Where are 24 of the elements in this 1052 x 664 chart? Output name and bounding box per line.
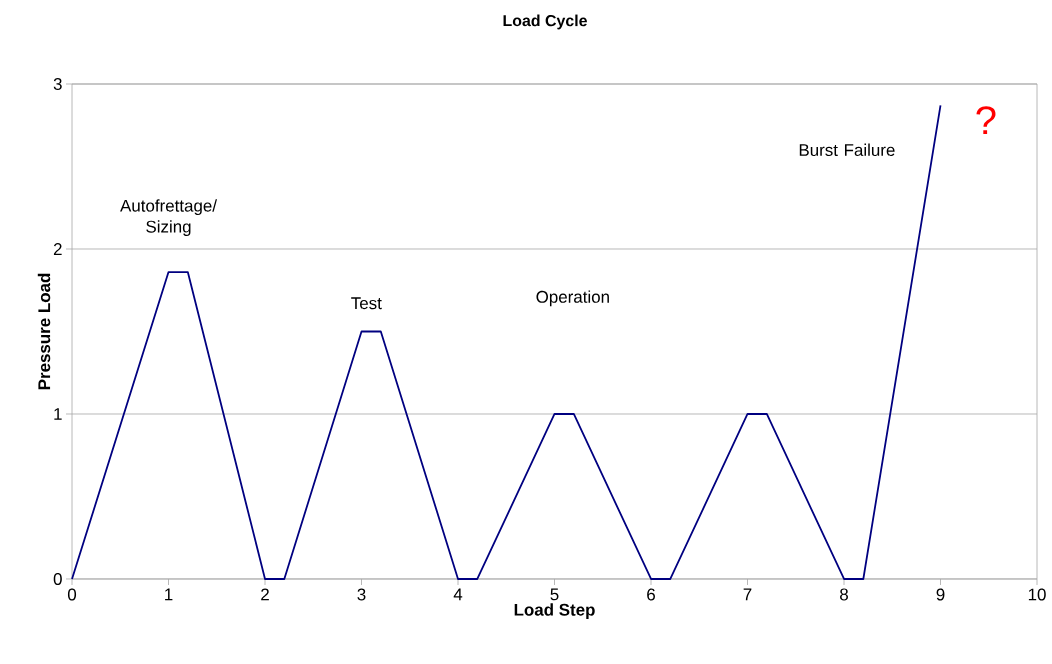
annotation: Test bbox=[351, 297, 382, 310]
x-tick-label: 5 bbox=[550, 588, 559, 601]
y-tick-label: 2 bbox=[53, 243, 62, 255]
x-axis-title: Load Step bbox=[514, 603, 595, 620]
x-tick-label: 6 bbox=[647, 588, 655, 601]
annotation: ? bbox=[976, 106, 996, 135]
annotation: Autofrettage/ Sizing bbox=[120, 199, 217, 236]
line-series bbox=[71, 104, 942, 580]
chart-title: Load Cycle bbox=[503, 14, 587, 30]
x-tick-label: 1 bbox=[165, 588, 173, 601]
x-tick-label: 7 bbox=[743, 588, 752, 601]
x-tick-label: 3 bbox=[357, 588, 366, 601]
annotation: Burst Failure bbox=[799, 143, 895, 157]
x-tick-label: 0 bbox=[67, 588, 77, 601]
x-tick-label: 8 bbox=[840, 588, 848, 601]
x-tick-label: 9 bbox=[936, 588, 945, 601]
y-axis-title: Pressure Load bbox=[37, 273, 51, 390]
x-tick-label: 2 bbox=[261, 588, 269, 601]
x-tick-label: 10 bbox=[1028, 588, 1046, 601]
y-tick-label: 0 bbox=[53, 572, 62, 585]
x-tick-label: 4 bbox=[453, 588, 463, 601]
annotation: Operation bbox=[536, 290, 609, 307]
y-tick-label: 3 bbox=[53, 77, 62, 90]
y-tick-label: 1 bbox=[54, 408, 62, 420]
